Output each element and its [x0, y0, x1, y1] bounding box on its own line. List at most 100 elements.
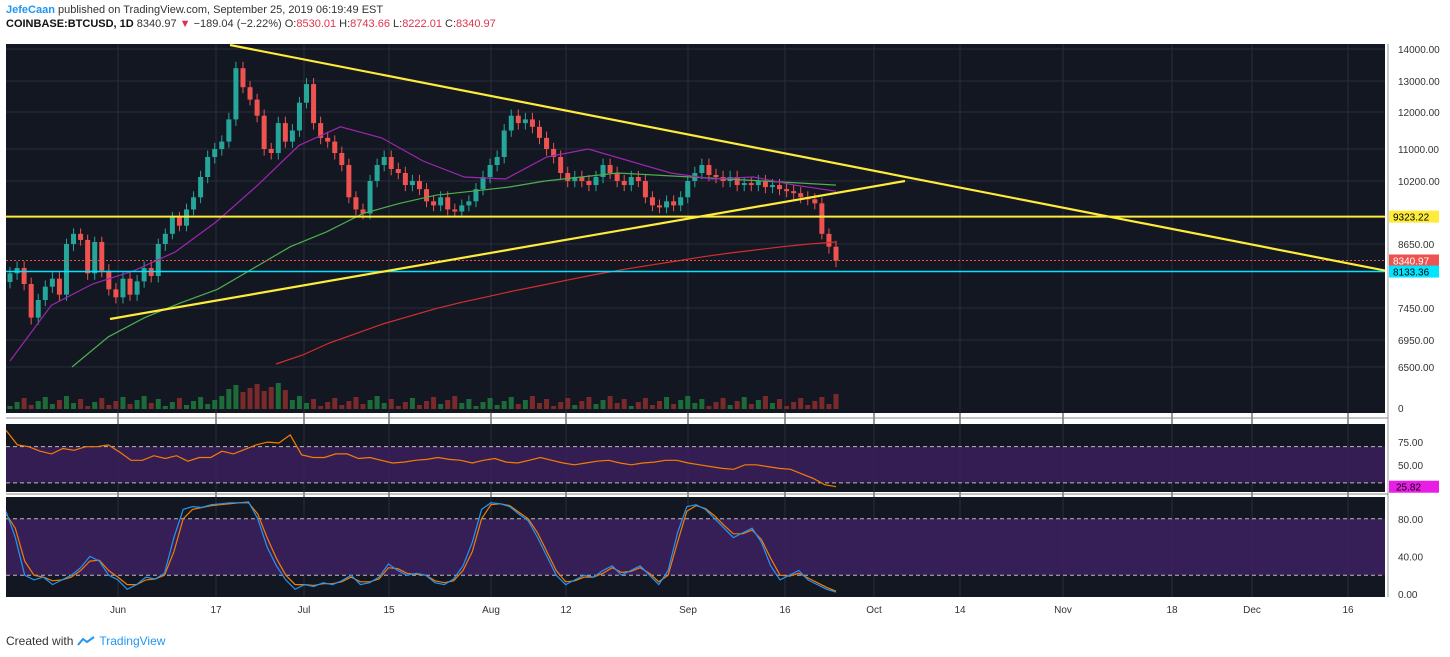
candle-body	[21, 268, 27, 284]
candle-body	[339, 153, 345, 165]
ohlc-close-label: C:	[445, 18, 457, 30]
candle-body	[318, 123, 324, 138]
volume-bar	[671, 404, 677, 409]
x-tick-label: Jul	[298, 605, 311, 616]
candle-body	[614, 173, 620, 181]
volume-bar	[409, 398, 415, 409]
volume-bar	[769, 403, 775, 409]
candle-body	[169, 217, 175, 234]
volume-bar	[522, 400, 528, 409]
candle-body	[628, 177, 634, 186]
price-tick-label: 7450.00	[1398, 304, 1435, 315]
price-chart[interactable]: Jun 17 Jul 15 Aug 12 Sep 16 Oct 14 Nov 18 Dec 16 14000…	[0, 37, 1450, 632]
candle-body	[205, 157, 211, 177]
candle-body	[791, 191, 797, 194]
candle-body	[734, 177, 740, 186]
rsi-tick-label: 50.00	[1398, 461, 1423, 472]
price-tag-label: 8133.36	[1393, 268, 1430, 279]
author-name[interactable]: JefeCaan	[6, 4, 55, 16]
candle-body	[120, 278, 126, 298]
candle-body	[649, 197, 655, 206]
x-tick-label: Jun	[110, 605, 126, 616]
volume-bar	[424, 401, 430, 409]
candle-body	[699, 165, 705, 173]
candle-body	[282, 123, 288, 142]
volume-bar	[416, 405, 422, 409]
volume-bar	[78, 399, 84, 409]
chart-header: JefeCaan published on TradingView.com, S…	[6, 3, 496, 31]
candle-body	[572, 177, 578, 181]
price-tag-bg	[1389, 265, 1439, 278]
volume-bar	[678, 400, 684, 409]
candle-body	[551, 149, 557, 157]
change-arrow-icon: ▼	[179, 18, 191, 30]
candle-body	[812, 199, 818, 204]
volume-bar	[529, 396, 535, 409]
candle-body	[162, 233, 168, 244]
volume-bar	[748, 404, 754, 409]
price-tag-label: 8340.97	[1393, 256, 1430, 267]
volume-bar	[431, 397, 437, 409]
volume-bar	[508, 397, 514, 409]
price-tick-label: 6500.00	[1398, 363, 1435, 374]
candle-body	[445, 197, 451, 210]
ascending-trendline	[109, 179, 906, 321]
volume-bar	[741, 397, 747, 409]
volume-bar	[360, 404, 366, 409]
volume-bar	[268, 387, 274, 409]
candle-body	[311, 84, 317, 124]
candle-body	[63, 244, 69, 295]
rsi-last-label: 25.82	[1396, 483, 1421, 494]
volume-bar	[49, 404, 55, 409]
stoch-tick-label: 80.00	[1398, 515, 1423, 526]
volume-bar	[706, 406, 712, 409]
volume-bar	[106, 405, 112, 409]
candle-body	[565, 173, 571, 181]
volume-bar	[812, 401, 818, 409]
ohlc-low-label: L:	[393, 18, 403, 30]
volume-bar	[56, 400, 62, 409]
volume-bar	[833, 394, 839, 409]
volume-bar	[635, 402, 641, 409]
volume-bar	[304, 403, 310, 409]
volume-bar	[85, 406, 91, 409]
candle-body	[586, 181, 592, 186]
volume-bar	[784, 406, 790, 409]
x-tick-label: 16	[779, 605, 791, 616]
volume-bar	[536, 403, 542, 409]
last-price: 8340.97	[136, 18, 177, 30]
candle-body	[176, 217, 182, 226]
candle-body	[416, 181, 422, 190]
volume-bar	[692, 403, 698, 409]
volume-bar	[141, 396, 147, 409]
x-tick-label: 16	[1342, 605, 1354, 616]
ohlc-high-label: H:	[339, 18, 351, 30]
candle-body	[607, 165, 613, 173]
candle-body	[212, 149, 218, 157]
candle-body	[49, 278, 55, 287]
volume-bar	[318, 406, 324, 409]
candle-body	[374, 165, 380, 181]
candle-body	[678, 197, 684, 206]
tradingview-brand[interactable]: TradingView	[99, 634, 166, 648]
stoch-tick-label: 0.00	[1398, 590, 1418, 601]
candle-body	[106, 270, 112, 290]
candle-body	[579, 177, 585, 181]
candle-body	[268, 149, 274, 153]
volume-bar	[459, 403, 465, 409]
volume-bar	[353, 397, 359, 409]
candle-body	[395, 169, 401, 173]
stoch-tick-label: 40.00	[1398, 552, 1423, 563]
volume-bar	[339, 405, 345, 409]
candle-body	[219, 141, 225, 149]
candle-body	[826, 233, 832, 247]
volume-bar	[219, 396, 225, 409]
candle-body	[325, 137, 331, 142]
candle-body	[35, 300, 41, 318]
volume-bar	[155, 399, 161, 409]
symbol-label[interactable]: COINBASE:BTCUSD, 1D	[6, 18, 134, 30]
volume-bar	[176, 398, 182, 409]
candle-body	[71, 233, 77, 244]
volume-bar	[325, 402, 331, 409]
volume-bar	[445, 400, 451, 409]
